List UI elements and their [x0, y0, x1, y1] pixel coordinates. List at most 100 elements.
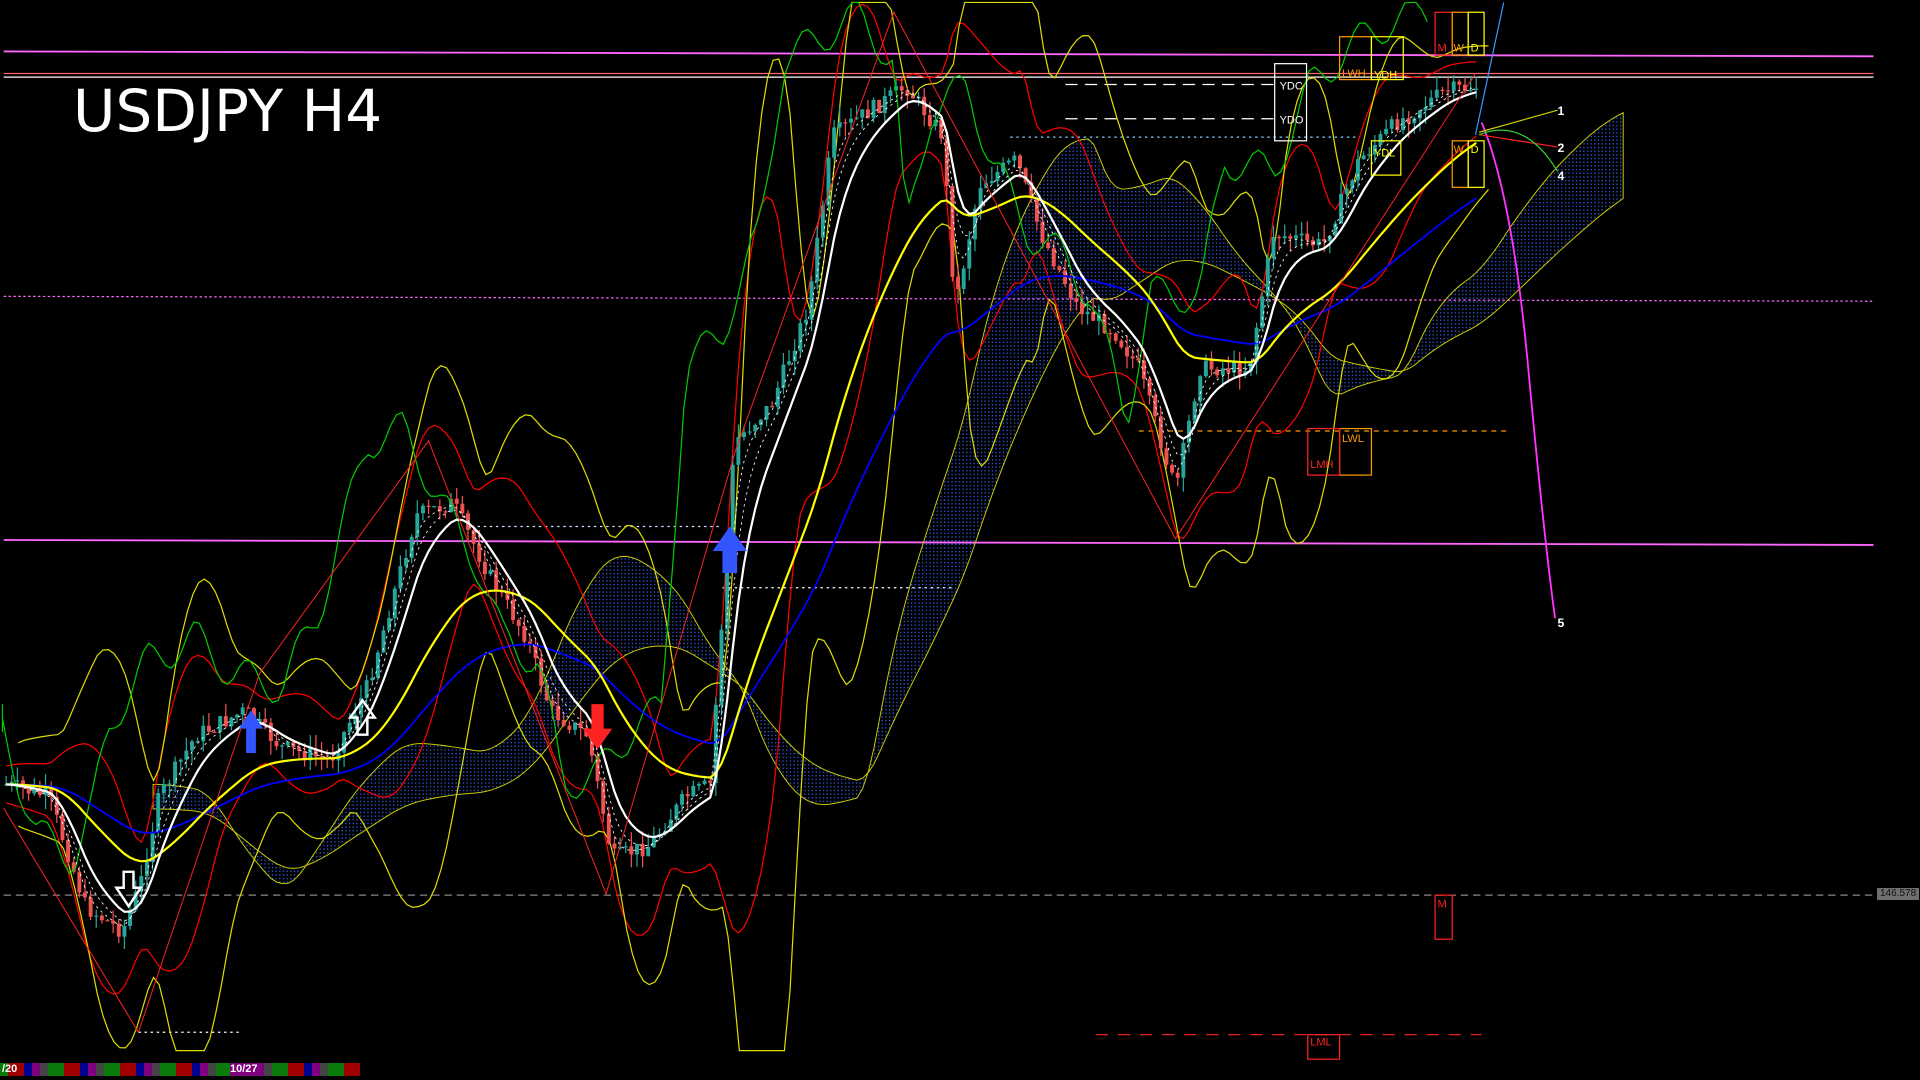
candle [1091, 311, 1096, 321]
time-segment [128, 1063, 136, 1076]
candle [139, 876, 144, 892]
candle [1310, 240, 1315, 246]
time-segment [336, 1063, 344, 1076]
time-segment [16, 1063, 24, 1076]
candle [32, 787, 37, 794]
cloud-edge [152, 111, 1624, 885]
pink-dotted-level[interactable] [3, 295, 1874, 302]
candle [392, 588, 397, 619]
candle [815, 237, 820, 282]
candle [178, 759, 183, 762]
chikou-span [1, 1, 1428, 875]
candle [71, 862, 76, 872]
candle [218, 716, 223, 732]
candle [589, 736, 594, 756]
candle [229, 717, 234, 727]
candle [1164, 448, 1169, 465]
candle [347, 722, 352, 732]
candle [1001, 162, 1006, 172]
time-segment [24, 1063, 32, 1076]
resistance-line-top[interactable] [3, 50, 1874, 58]
label-ydh: YDH [1374, 69, 1397, 81]
candle [601, 781, 606, 814]
candle [302, 750, 307, 761]
candle [1406, 118, 1411, 124]
candle [1125, 347, 1129, 357]
time-segment [152, 1063, 160, 1076]
candle [1434, 89, 1439, 98]
candle [922, 96, 927, 116]
candle [240, 707, 245, 715]
envelope-lower [18, 189, 1489, 1052]
candle [359, 698, 363, 715]
long-ma-line [6, 197, 1477, 834]
label-ydl: YDL [1374, 148, 1395, 160]
candle [482, 561, 487, 575]
candle [37, 787, 42, 796]
candle [257, 718, 262, 723]
candle [668, 819, 673, 832]
chart-title: USDJPY H4 [73, 77, 383, 145]
candle [1080, 301, 1084, 315]
candle [1096, 314, 1101, 321]
projection-labels: 1 2 4 5 [1558, 104, 1565, 630]
time-segment [328, 1063, 336, 1076]
candle [539, 658, 544, 686]
label-lmh: LMH [1310, 459, 1333, 471]
candle [623, 846, 628, 848]
candle [1237, 361, 1242, 376]
candle [364, 680, 369, 699]
proj-label-2: 2 [1558, 141, 1565, 155]
time-segment [160, 1063, 168, 1076]
candle [781, 364, 786, 388]
candle [888, 90, 893, 96]
candle [1130, 356, 1135, 359]
candle [713, 704, 718, 783]
time-label: 10/27 [230, 1063, 258, 1076]
candle [511, 599, 516, 620]
candle [26, 787, 31, 794]
candle [54, 796, 59, 815]
candle [820, 205, 825, 238]
candle [156, 793, 161, 832]
label-lml: LML [1310, 1037, 1331, 1049]
candle [437, 506, 442, 512]
time-segment [320, 1063, 328, 1076]
candle [1457, 81, 1462, 85]
candle [1074, 298, 1079, 302]
candle [725, 547, 730, 630]
signal-arrows [114, 526, 747, 909]
candle [116, 923, 121, 937]
candle [319, 756, 324, 758]
candle [1423, 107, 1428, 111]
candle [1063, 270, 1068, 285]
candle [882, 95, 887, 113]
candle [1350, 180, 1355, 189]
candle [1215, 369, 1220, 376]
time-segment [208, 1063, 216, 1076]
time-segment [8, 1063, 16, 1076]
candle [1446, 90, 1451, 92]
time-segment [104, 1063, 112, 1076]
candle [1429, 97, 1434, 108]
candle [66, 840, 71, 863]
proj-label-1: 1 [1558, 104, 1565, 118]
candle [426, 505, 431, 507]
time-label: /20 [2, 1063, 18, 1075]
candle [280, 745, 285, 747]
candle [173, 761, 178, 784]
time-segment [96, 1063, 104, 1076]
candle [206, 725, 211, 732]
candle [1260, 296, 1265, 328]
candle [911, 95, 915, 99]
candle [646, 847, 651, 857]
time-segment [72, 1063, 80, 1076]
time-axis-bar[interactable] [0, 1063, 360, 1076]
candle [99, 915, 104, 921]
candle [404, 558, 408, 567]
candle [274, 740, 279, 747]
candle [150, 831, 155, 862]
candle [1322, 239, 1327, 242]
candle [1147, 378, 1152, 396]
